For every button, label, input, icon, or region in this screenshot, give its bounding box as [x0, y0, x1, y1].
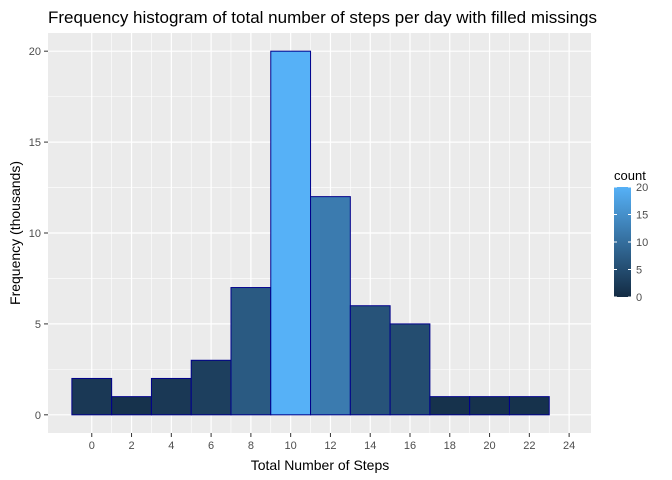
- x-axis-title: Total Number of Steps: [251, 457, 390, 473]
- legend-label: 10: [636, 237, 648, 249]
- x-tick-label: 22: [523, 440, 535, 452]
- y-axis-title: Frequency (thousands): [7, 161, 23, 305]
- bar: [508, 396, 550, 416]
- bar: [429, 396, 471, 416]
- x-tick-label: 24: [563, 440, 575, 452]
- legend: count 0 5 10 15 20: [614, 168, 648, 304]
- chart-title: Frequency histogram of total number of s…: [48, 8, 597, 27]
- y-tick-label: 5: [35, 319, 41, 331]
- bar: [349, 305, 391, 416]
- x-tick-label: 2: [128, 440, 134, 452]
- x-tick-label: 18: [444, 440, 456, 452]
- bar: [469, 396, 510, 416]
- bar: [270, 50, 312, 416]
- x-tick-label: 0: [89, 440, 95, 452]
- legend-colorbar: [614, 187, 631, 297]
- bar: [150, 377, 192, 416]
- y-tick-label: 20: [29, 46, 41, 58]
- x-tick-label: 4: [168, 440, 174, 452]
- x-tick-label: 14: [364, 440, 376, 452]
- bar: [111, 396, 152, 416]
- legend-ticks: 0 5 10 15 20: [614, 182, 648, 304]
- bar: [310, 196, 351, 416]
- legend-label: 5: [636, 265, 642, 277]
- x-tick-label: 20: [483, 440, 495, 452]
- y-tick-label: 10: [29, 228, 41, 240]
- legend-label: 15: [636, 210, 648, 222]
- y-axis: 0 5 10 15 20: [29, 46, 48, 422]
- y-tick-label: 0: [35, 410, 41, 422]
- x-axis: 0 2 4 6 8 10 12 14 16 18 20 22 24: [89, 433, 575, 452]
- legend-label: 20: [636, 182, 648, 194]
- bar: [230, 287, 272, 416]
- legend-title: count: [614, 168, 646, 183]
- x-tick-label: 8: [248, 440, 254, 452]
- bar: [71, 377, 113, 416]
- bar: [389, 323, 431, 416]
- x-tick-label: 6: [208, 440, 214, 452]
- x-tick-label: 10: [285, 440, 297, 452]
- bars: [71, 50, 550, 416]
- x-tick-label: 12: [324, 440, 336, 452]
- x-tick-label: 16: [404, 440, 416, 452]
- y-tick-label: 15: [29, 137, 41, 149]
- legend-label: 0: [636, 292, 642, 304]
- bar: [190, 359, 232, 416]
